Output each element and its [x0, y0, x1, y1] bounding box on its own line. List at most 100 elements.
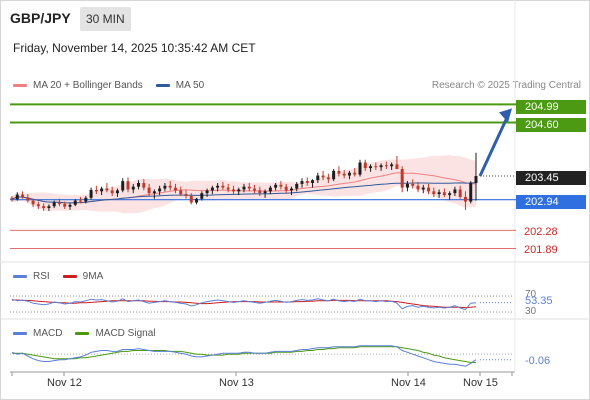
candle-body	[300, 181, 304, 184]
candle	[458, 185, 462, 199]
candle	[321, 170, 325, 181]
macd-panel	[10, 345, 512, 367]
candle	[263, 189, 267, 198]
candle-body	[173, 187, 177, 191]
candle-body	[453, 189, 457, 194]
interval-button[interactable]: 30 MIN	[80, 7, 131, 31]
candle-body	[321, 175, 325, 178]
candle-body	[458, 189, 462, 197]
candle-body	[226, 187, 230, 190]
candle-body	[442, 192, 446, 196]
macd-signal-line	[12, 346, 476, 363]
candle	[121, 178, 125, 193]
candle	[231, 185, 235, 195]
candle-body	[115, 190, 119, 194]
price-levels	[10, 103, 516, 250]
candle-body	[332, 170, 336, 180]
candle	[36, 201, 40, 210]
candle-body	[152, 191, 156, 194]
candle-body	[42, 206, 46, 209]
candle-body	[52, 202, 56, 207]
candle	[427, 183, 431, 195]
candle	[163, 182, 167, 192]
candle	[200, 191, 204, 201]
candle-body	[395, 164, 399, 170]
candle	[63, 201, 67, 210]
candle	[195, 197, 199, 205]
candle	[210, 185, 214, 195]
level-support2-label: 201.89	[524, 244, 558, 256]
candle-body	[57, 202, 61, 204]
candle	[316, 172, 320, 183]
forecast-arrow	[478, 108, 512, 177]
candle	[247, 182, 251, 192]
candle-body	[305, 181, 309, 183]
candle-body	[189, 195, 193, 203]
x-label-nov12: Nov 12	[47, 377, 82, 389]
candle-body	[347, 172, 351, 176]
candle	[326, 173, 330, 183]
candle-body	[353, 172, 357, 175]
candle-body	[131, 186, 135, 190]
legend-swatch-macd-signal	[75, 332, 90, 335]
candle	[416, 182, 420, 193]
candle	[448, 191, 452, 200]
candle	[374, 162, 378, 170]
candle-body	[374, 166, 378, 168]
candle	[137, 180, 141, 190]
x-label-nov14: Nov 14	[391, 377, 426, 389]
candle-body	[384, 165, 388, 167]
candle	[311, 179, 315, 188]
candle	[173, 183, 177, 194]
candle	[279, 181, 283, 190]
candle	[115, 188, 119, 197]
candle-body	[274, 184, 278, 188]
rsi-level-70: 70	[525, 289, 537, 300]
candle-body	[263, 191, 267, 194]
candle	[395, 156, 399, 170]
candle-body	[184, 194, 188, 196]
legend-item-ma20-bollinger: MA 20 + Bollinger Bands	[13, 80, 143, 91]
legend-item-ma50: MA 50	[155, 80, 204, 91]
candle-body	[73, 200, 77, 205]
legend-item-macd: MACD	[13, 328, 62, 339]
candle	[437, 189, 441, 198]
candle-body	[279, 184, 283, 187]
candle-body	[121, 181, 125, 191]
legend-item-macd-signal: MACD Signal	[75, 328, 155, 339]
candle	[421, 184, 425, 194]
candle	[89, 187, 93, 200]
candle-body	[26, 197, 30, 201]
candle	[168, 181, 172, 191]
candle-body	[168, 185, 172, 188]
candle	[295, 182, 299, 192]
candle-body	[21, 194, 25, 198]
candle-body	[179, 190, 183, 195]
candle	[474, 152, 478, 201]
candle-body	[100, 188, 104, 192]
candle	[242, 183, 246, 193]
candle	[453, 186, 457, 196]
candle	[347, 170, 351, 180]
legend-swatch-ma50	[155, 84, 170, 87]
candle-body	[448, 193, 452, 196]
x-axis-ticks	[11, 372, 513, 376]
legend-label-9ma: 9MA	[82, 271, 104, 282]
candle-body	[231, 189, 235, 192]
candle	[469, 181, 473, 204]
candle	[221, 182, 225, 190]
candle-body	[474, 176, 478, 183]
candle-body	[63, 203, 67, 207]
level-support1-label: 202.28	[524, 226, 558, 238]
legend-swatch-ma20	[13, 84, 27, 87]
main-legend: MA 20 + Bollinger Bands MA 50	[13, 80, 217, 91]
candle-body	[342, 173, 346, 176]
candle-body	[221, 185, 225, 188]
candle-body	[405, 183, 409, 188]
candle	[411, 179, 415, 189]
candle-body	[390, 164, 394, 167]
legend-item-rsi: RSI	[13, 271, 50, 282]
level-target2-tag: 204.99	[516, 100, 586, 114]
candle	[332, 169, 336, 182]
symbol-title: GBP/JPY	[10, 10, 71, 26]
